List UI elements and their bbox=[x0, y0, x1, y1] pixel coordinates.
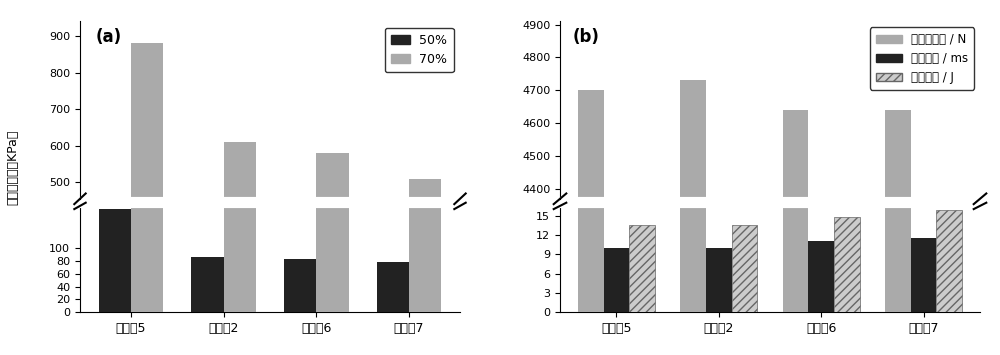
Bar bbox=[377, 262, 409, 312]
Bar bbox=[680, 81, 706, 355]
Text: 压缩应力／（KPa）: 压缩应力／（KPa） bbox=[6, 129, 20, 204]
Bar bbox=[409, 0, 441, 312]
Bar bbox=[629, 225, 655, 312]
Bar bbox=[284, 260, 316, 312]
Bar bbox=[578, 0, 604, 312]
Bar bbox=[316, 0, 349, 312]
Bar bbox=[936, 211, 962, 312]
Bar bbox=[783, 0, 808, 312]
Bar bbox=[224, 0, 256, 312]
Bar bbox=[604, 248, 629, 312]
Bar bbox=[885, 0, 911, 312]
Bar bbox=[808, 241, 834, 312]
Bar bbox=[191, 334, 224, 355]
Legend: 接触力峰値 / N, 冲击时间 / ms, 能量吸收 / J: 接触力峰値 / N, 冲击时间 / ms, 能量吸收 / J bbox=[870, 27, 974, 90]
Bar bbox=[131, 43, 163, 355]
Bar bbox=[224, 142, 256, 355]
Bar bbox=[834, 217, 860, 312]
Bar bbox=[706, 248, 732, 312]
Text: (b): (b) bbox=[573, 28, 599, 47]
Bar bbox=[284, 335, 316, 355]
Bar bbox=[131, 0, 163, 312]
Bar bbox=[409, 179, 441, 355]
Legend: 50%, 70%: 50%, 70% bbox=[384, 28, 454, 72]
Bar bbox=[99, 209, 131, 312]
Bar bbox=[783, 110, 808, 355]
Bar bbox=[578, 90, 604, 355]
Bar bbox=[377, 337, 409, 355]
Text: (a): (a) bbox=[95, 28, 121, 47]
Bar bbox=[316, 153, 349, 355]
Bar bbox=[680, 0, 706, 312]
Bar bbox=[885, 110, 911, 355]
Bar bbox=[732, 225, 757, 312]
Bar bbox=[99, 307, 131, 355]
Bar bbox=[911, 238, 936, 312]
Bar bbox=[191, 257, 224, 312]
